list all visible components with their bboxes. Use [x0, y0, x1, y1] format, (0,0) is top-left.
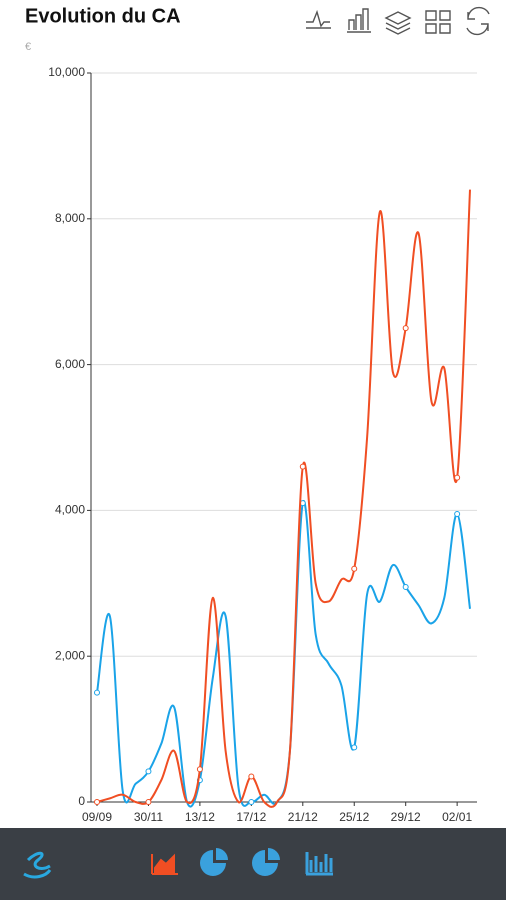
- y-tick-label: 10,000: [48, 65, 85, 79]
- y-tick-label: 4,000: [55, 503, 85, 517]
- point-marker: [454, 511, 461, 518]
- nav-pie-1[interactable]: [200, 848, 228, 876]
- plot-area: 0 2,000 4,000 6,000 8,000 10,000 09/09 30/11 13/…: [48, 65, 477, 824]
- y-tick-label: 2,000: [55, 648, 85, 662]
- tile-button[interactable]: [425, 10, 451, 34]
- point-marker: [402, 583, 409, 590]
- x-tick-label: 09/09: [82, 810, 112, 824]
- unit-label: €: [25, 41, 31, 53]
- point-marker: [145, 799, 152, 805]
- point-marker: [351, 565, 358, 572]
- y-tick-label: 8,000: [55, 211, 85, 225]
- x-tick-label: 30/11: [134, 810, 163, 824]
- chart-title: Evolution du CA: [25, 5, 181, 27]
- point-marker: [196, 766, 203, 773]
- nav-line-chart[interactable]: [151, 853, 178, 875]
- bar-chart-button[interactable]: [347, 8, 371, 33]
- nav-pie-2[interactable]: [252, 848, 280, 876]
- point-marker: [94, 689, 100, 696]
- point-marker: [94, 799, 100, 805]
- x-tick-label: 13/12: [185, 810, 215, 824]
- toolbar[interactable]: [306, 6, 490, 36]
- y-tick-label: 6,000: [55, 357, 85, 371]
- app-logo[interactable]: [23, 851, 52, 879]
- restore-button[interactable]: [466, 6, 490, 36]
- stack-button[interactable]: [384, 11, 412, 35]
- point-marker: [299, 463, 306, 470]
- point-marker: [248, 773, 255, 780]
- point-marker: [248, 799, 255, 805]
- point-marker: [402, 325, 409, 332]
- nav-bar-chart[interactable]: [305, 852, 333, 876]
- x-tick-label: 02/01: [442, 810, 472, 824]
- point-marker: [351, 744, 358, 751]
- point-marker: [454, 474, 461, 481]
- x-tick-label: 17/12: [236, 810, 266, 824]
- point-marker: [145, 768, 152, 775]
- y-tick-label: 0: [78, 794, 85, 808]
- x-tick-label: 25/12: [339, 810, 369, 824]
- line-chart-button[interactable]: [306, 9, 331, 29]
- x-tick-label: 29/12: [391, 810, 421, 824]
- x-tick-label: 21/12: [288, 810, 318, 824]
